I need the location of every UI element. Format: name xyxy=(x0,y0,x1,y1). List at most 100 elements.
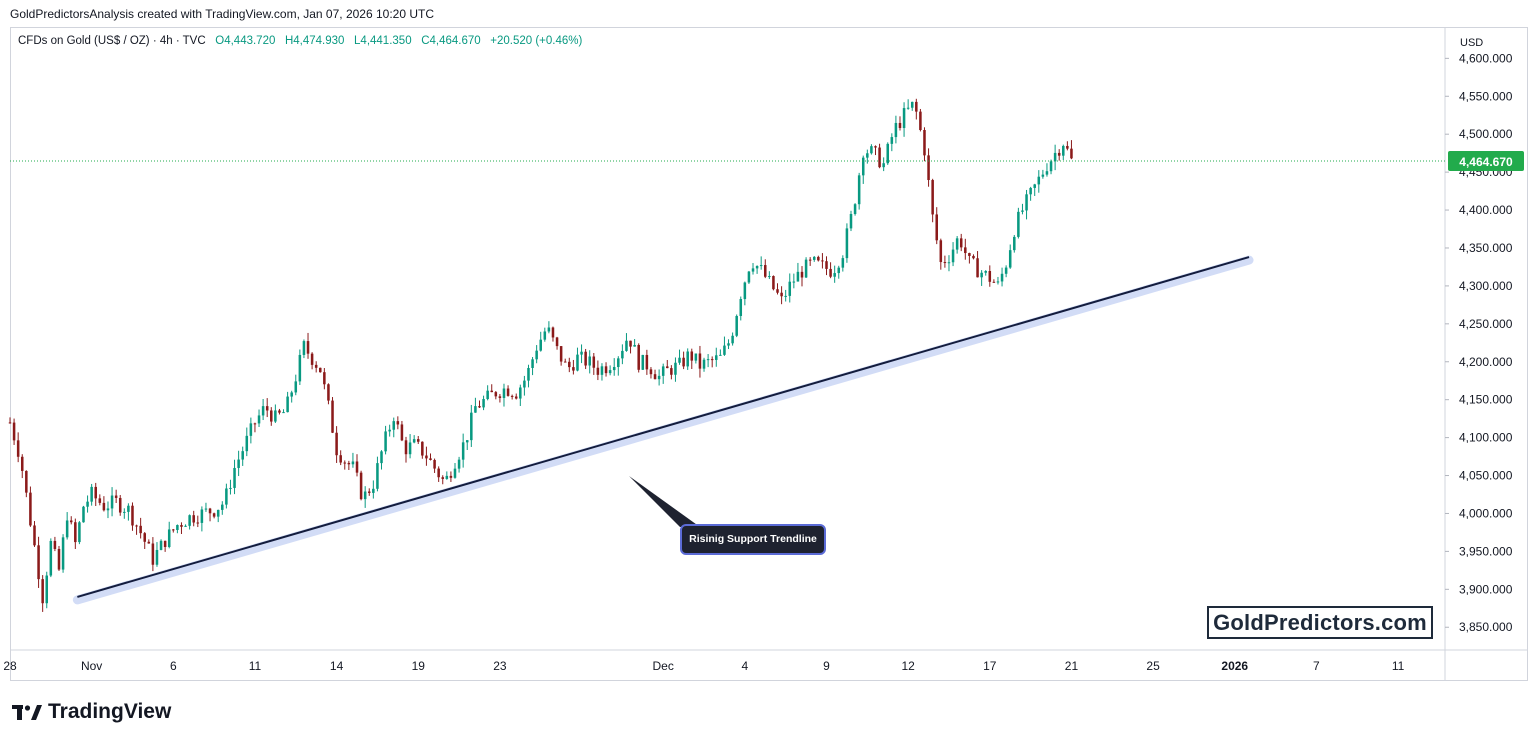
x-tick-label: Nov xyxy=(81,659,102,673)
candle-body xyxy=(396,421,400,425)
y-tick-label: 4,050.000 xyxy=(1459,469,1513,483)
candle-body xyxy=(870,146,873,154)
candle-body xyxy=(167,529,171,547)
candle-body xyxy=(278,410,281,413)
candle-body xyxy=(151,543,155,565)
candle-body xyxy=(996,281,1000,283)
candle-body xyxy=(617,358,620,368)
candle-body xyxy=(731,335,734,344)
candle-body xyxy=(49,540,53,576)
candle-body xyxy=(992,281,996,283)
candle-body xyxy=(510,395,514,397)
x-tick-label: 9 xyxy=(823,659,830,673)
currency-label[interactable]: USD xyxy=(1460,37,1484,49)
candle-body xyxy=(155,549,159,565)
candle-body xyxy=(817,256,820,261)
candle-body xyxy=(951,249,955,263)
candle-body xyxy=(1053,152,1057,162)
candle-body xyxy=(923,130,926,156)
candle-body xyxy=(323,372,326,385)
candle-body xyxy=(1033,184,1036,188)
candle-body xyxy=(653,374,657,380)
candle-body xyxy=(359,472,363,500)
candle-body xyxy=(388,429,391,432)
candle-body xyxy=(25,470,28,493)
y-tick-label: 4,550.000 xyxy=(1459,89,1513,103)
candle-body xyxy=(372,488,375,493)
candle-body xyxy=(572,367,575,371)
candle-body xyxy=(670,368,673,375)
candle-body xyxy=(90,486,93,502)
candle-body xyxy=(755,266,759,269)
candle-body xyxy=(674,362,677,375)
candle-body xyxy=(314,364,318,368)
candle-body xyxy=(327,384,330,401)
candle-body xyxy=(1045,171,1049,175)
tradingview-logo-text: TradingView xyxy=(48,700,172,723)
x-tick-label: 11 xyxy=(1392,659,1405,673)
candle-body xyxy=(768,276,771,278)
candle-body xyxy=(498,396,502,398)
candle-body xyxy=(821,260,824,262)
candle-body xyxy=(1049,161,1053,172)
open-value: O4,443.720 xyxy=(215,35,276,47)
y-tick-label: 4,150.000 xyxy=(1459,393,1513,407)
candle-body xyxy=(482,399,485,408)
candle-body xyxy=(127,505,130,512)
chart-caption: GoldPredictorsAnalysis created with Trad… xyxy=(10,7,434,21)
candle-body xyxy=(29,492,32,526)
candle-body xyxy=(694,353,698,361)
last-price-label: 4,464.670 xyxy=(1459,155,1513,169)
candle-body xyxy=(633,344,636,347)
close-value: C4,464.670 xyxy=(421,35,481,47)
candle-body xyxy=(143,533,146,542)
candle-body xyxy=(747,271,751,283)
candle-body xyxy=(421,441,424,456)
candle-body xyxy=(698,353,702,369)
candle-body xyxy=(94,486,97,499)
candle-body xyxy=(808,259,812,261)
candle-body xyxy=(465,440,469,443)
x-tick-label: 7 xyxy=(1313,659,1320,673)
candle-body xyxy=(576,354,579,371)
candle-body xyxy=(339,455,342,463)
candle-body xyxy=(972,255,975,259)
candle-body xyxy=(686,351,689,367)
candle-body xyxy=(319,367,322,373)
candle-body xyxy=(780,292,783,297)
x-tick-label: 19 xyxy=(412,659,426,673)
candle-body xyxy=(98,498,102,503)
candle-body xyxy=(943,262,947,264)
candle-body xyxy=(486,390,489,400)
y-tick-label: 4,350.000 xyxy=(1459,241,1513,255)
candle-body xyxy=(804,259,808,278)
candle-body xyxy=(200,509,204,523)
y-tick-label: 4,500.000 xyxy=(1459,127,1513,141)
candle-body xyxy=(241,451,244,460)
candle-body xyxy=(233,467,236,488)
candle-body xyxy=(682,357,685,367)
candle-body xyxy=(784,295,787,297)
candle-body xyxy=(927,155,930,181)
candle-body xyxy=(1041,174,1045,177)
low-value: L4,441.350 xyxy=(354,35,412,47)
candle-body xyxy=(523,380,526,388)
candle-body xyxy=(584,351,587,366)
candle-body xyxy=(939,240,943,263)
candle-body xyxy=(12,422,16,441)
candle-body xyxy=(1025,194,1028,211)
candle-body xyxy=(514,396,518,399)
candle-body xyxy=(988,271,992,282)
candle-body xyxy=(666,366,669,369)
candle-body xyxy=(1004,267,1008,274)
candle-body xyxy=(968,253,971,256)
y-tick-label: 4,000.000 xyxy=(1459,506,1513,520)
tradingview-logo[interactable]: TradingView xyxy=(12,700,171,724)
candle-body xyxy=(812,256,816,260)
candle-body xyxy=(604,366,608,374)
candle-body xyxy=(894,122,898,138)
candle-body xyxy=(453,468,457,478)
candle-body xyxy=(1000,273,1004,282)
candle-body xyxy=(376,463,379,489)
